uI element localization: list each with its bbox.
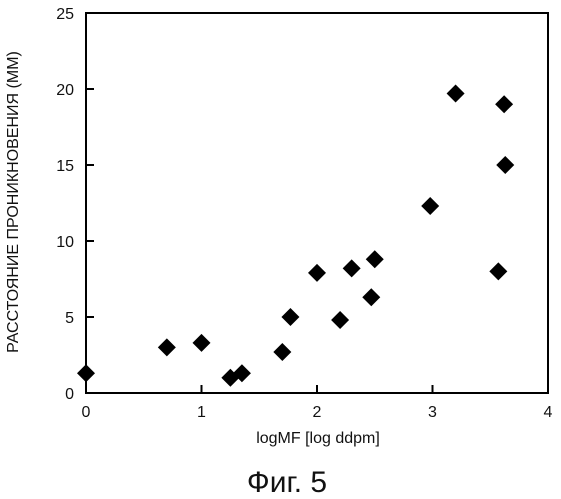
- plot-border: [86, 13, 548, 393]
- figure-caption: Фиг. 5: [247, 466, 327, 499]
- data-points: [77, 85, 514, 387]
- data-point: [495, 95, 513, 113]
- data-point: [362, 288, 380, 306]
- data-point: [489, 262, 507, 280]
- data-point: [421, 197, 439, 215]
- x-tick-label: 2: [313, 404, 322, 421]
- data-point: [281, 308, 299, 326]
- y-tick-label: 25: [56, 6, 74, 23]
- y-axis-ticks: 0 5 10 15 20 25: [56, 6, 94, 403]
- data-point: [496, 156, 514, 174]
- x-tick-label: 4: [544, 404, 553, 421]
- data-point: [273, 343, 291, 361]
- data-point: [331, 311, 349, 329]
- x-tick-label: 1: [197, 404, 206, 421]
- data-point: [447, 85, 465, 103]
- data-point: [77, 364, 95, 382]
- y-tick-label: 20: [56, 82, 74, 99]
- y-axis-label: РАССТОЯНИЕ ПРОНИКНОВЕНИЯ (ММ): [5, 51, 22, 353]
- data-point: [343, 259, 361, 277]
- y-tick-label: 5: [65, 310, 74, 327]
- plot-frame: [86, 13, 548, 393]
- y-tick-label: 15: [56, 158, 74, 175]
- data-point: [158, 338, 176, 356]
- data-point: [366, 250, 384, 268]
- y-tick-label: 0: [65, 386, 74, 403]
- x-axis-ticks: 0 1 2 3 4: [82, 385, 553, 421]
- x-tick-label: 0: [82, 404, 91, 421]
- data-point: [308, 264, 326, 282]
- x-axis-label: logMF [log ddpm]: [256, 430, 380, 447]
- y-tick-label: 10: [56, 234, 74, 251]
- data-point: [193, 334, 211, 352]
- x-tick-label: 3: [428, 404, 437, 421]
